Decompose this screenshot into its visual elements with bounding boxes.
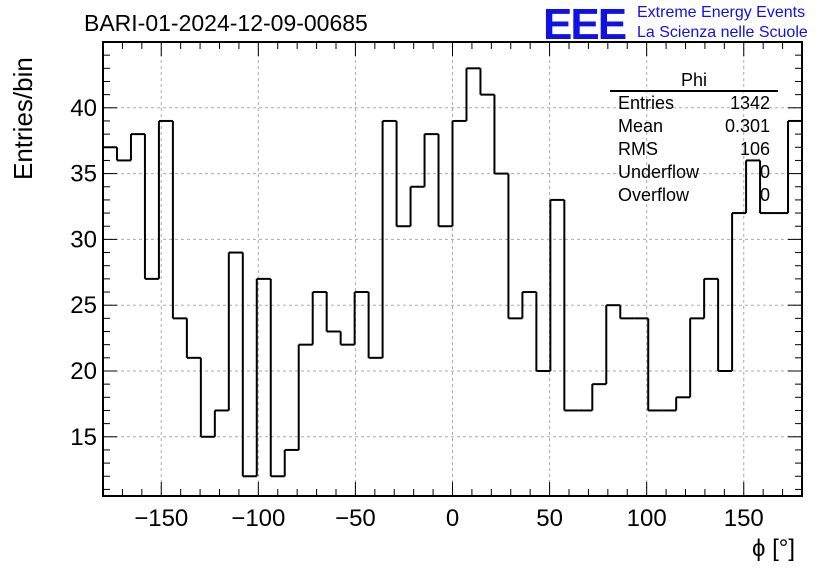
x-tick-label: 50: [536, 505, 563, 532]
y-tick-label: 35: [70, 161, 97, 188]
y-tick-label: 30: [70, 226, 97, 253]
stats-title: Phi: [610, 70, 778, 92]
y-tick-label: 25: [70, 292, 97, 319]
x-tick-label: −50: [335, 505, 376, 532]
stats-label: Mean: [618, 116, 664, 136]
x-tick-label: 150: [724, 505, 764, 532]
histogram-layer: [103, 67, 802, 478]
x-tick-label: −100: [231, 505, 285, 532]
stats-row-rms: RMS 106: [610, 138, 778, 161]
plot-title: BARI-01-2024-12-09-00685: [84, 10, 368, 36]
eee-logo: EEE: [543, 0, 627, 49]
brand-line-1: Extreme Energy Events: [637, 4, 806, 21]
brand-line-2: La Scienza nelle Scuole: [637, 24, 808, 41]
tick-label-layer: −150 −100 −50 0 50 100 150 15 20 25 30 35 40: [70, 95, 763, 532]
grid-layer: [103, 42, 802, 496]
stats-value: 0.301: [724, 116, 770, 136]
stats-label: RMS: [618, 139, 658, 159]
stats-row-mean: Mean 0.301: [610, 115, 778, 138]
stats-value: 0: [759, 185, 770, 205]
x-tick-label: 0: [446, 505, 459, 532]
stats-value: 106: [739, 139, 770, 159]
y-tick-label: 40: [70, 95, 97, 122]
stats-label: Underflow: [618, 162, 700, 182]
x-axis-label: ϕ [°]: [752, 535, 796, 562]
stats-row-overflow: Overflow 0: [610, 184, 778, 207]
x-tick-label: 100: [627, 505, 667, 532]
stats-row-underflow: Underflow 0: [610, 161, 778, 184]
y-axis-label: Entries/bin: [8, 57, 38, 180]
stats-label: Entries: [618, 93, 675, 113]
y-tick-label: 15: [70, 424, 97, 451]
stats-value: 0: [759, 162, 770, 182]
stats-value: 1342: [729, 93, 770, 113]
stats-label: Overflow: [618, 185, 690, 205]
tick-layer: [102, 41, 803, 496]
y-tick-label: 20: [70, 358, 97, 385]
x-tick-label: −150: [134, 505, 188, 532]
stats-row-entries: Entries 1342: [610, 92, 778, 115]
stats-box: Phi Entries 1342 Mean 0.301 RMS 106 Unde…: [610, 70, 778, 207]
